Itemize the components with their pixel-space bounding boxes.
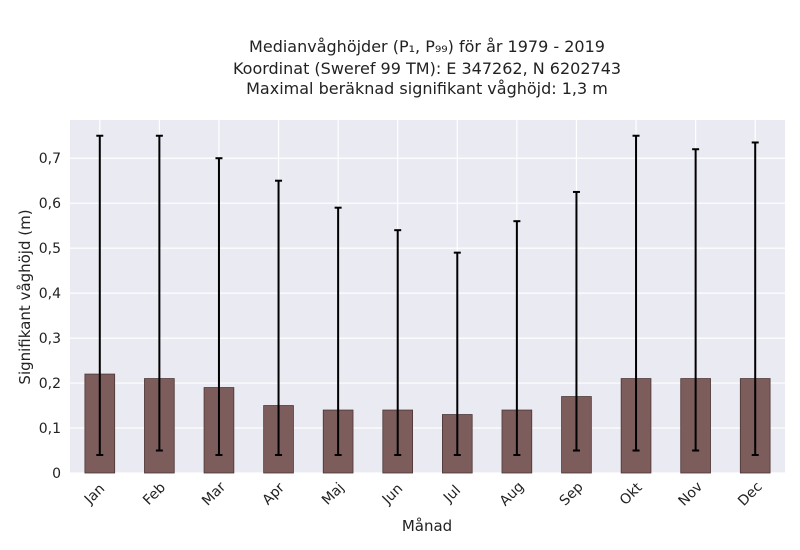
y-tick-label: 0,3 [39,331,61,347]
y-axis-label: Signifikant våghöjd (m) [16,209,34,384]
y-tick-label: 0,2 [39,376,61,392]
x-tick-label: Jun [379,481,406,508]
title-line-2: Koordinat (Sweref 99 TM): E 347262, N 62… [233,59,621,78]
chart-title: Medianvåghöjder (P₁, P₉₉) för år 1979 - … [233,37,621,98]
x-tick-label: Mar [199,479,229,509]
x-tick-label: Jan [81,481,108,508]
y-tick-label: 0 [52,466,61,482]
y-tick-label: 0,6 [39,196,61,212]
x-tick-label: Jul [440,483,464,507]
x-tick-label: Sep [557,479,587,509]
x-tick-label: Aug [497,479,528,510]
title-line-3: Maximal beräknad signifikant våghöjd: 1,… [246,79,608,98]
x-tick-label: Apr [259,480,288,509]
y-tick-label: 0,7 [39,151,61,167]
plot-area [70,120,785,473]
x-tick-label: Feb [140,480,169,509]
x-tick-label: Nov [675,479,706,510]
x-tick-label: Maj [319,480,348,509]
title-line-1: Medianvåghöjder (P₁, P₉₉) för år 1979 - … [249,37,605,56]
x-tick-labels: Jan Feb Mar Apr Maj Jun Jul Aug Sep Okt Nov Dec [81,479,766,510]
error-bars [96,134,759,457]
y-tick-labels: 0 0,1 0,2 0,3 0,4 0,5 0,6 0,7 [39,151,61,482]
y-tick-label: 0,1 [39,421,61,437]
x-tick-label: Dec [735,479,765,509]
x-tick-label: Okt [617,479,646,508]
y-tick-label: 0,5 [39,241,61,257]
x-axis-label: Månad [402,517,452,535]
y-tick-label: 0,4 [39,286,61,302]
